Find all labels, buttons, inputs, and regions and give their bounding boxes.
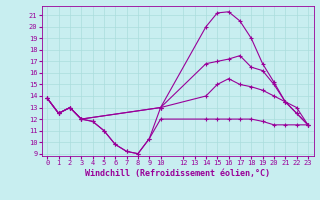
X-axis label: Windchill (Refroidissement éolien,°C): Windchill (Refroidissement éolien,°C) — [85, 169, 270, 178]
